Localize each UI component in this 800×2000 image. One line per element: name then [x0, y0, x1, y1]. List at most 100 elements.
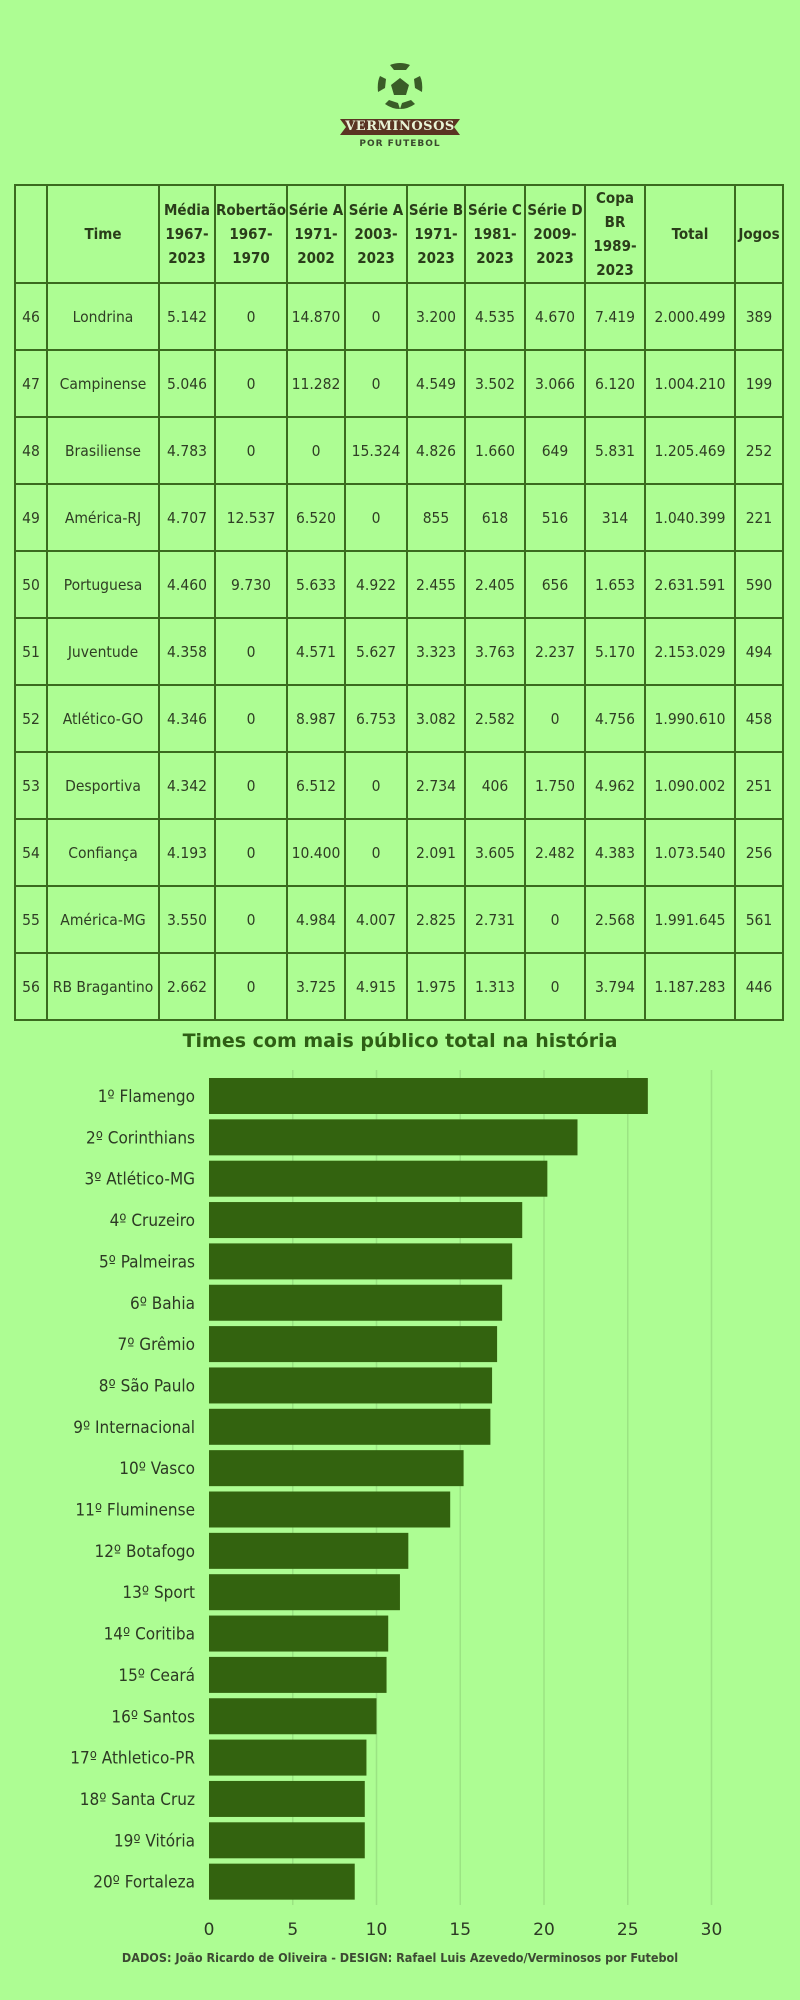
value-cell: 9.730	[214, 550, 288, 619]
column-header-line: 1967-	[229, 225, 273, 243]
team-cell: Confiança	[46, 818, 160, 887]
value-cell: 649	[524, 416, 586, 485]
bar	[209, 1656, 387, 1693]
bar	[209, 1615, 389, 1652]
value-cell: 4.984	[286, 885, 346, 954]
value-cell: 1.660	[464, 416, 526, 485]
value-cell: 314	[584, 483, 646, 552]
column-header-line: 2023	[476, 249, 514, 267]
value-cell: 3.502	[464, 349, 526, 418]
category-label: 1º Flamengo	[98, 1087, 195, 1107]
value-cell: 0	[214, 282, 288, 351]
column-header-line: Média	[164, 201, 210, 219]
column-header-line: 2023	[357, 249, 395, 267]
value-cell: 3.200	[406, 282, 466, 351]
category-label: 11º Fluminense	[75, 1501, 195, 1521]
value-cell: 0	[524, 684, 586, 753]
column-header: Copa BR 1989- 2023	[584, 184, 646, 284]
value-cell: 0	[214, 885, 288, 954]
category-label: 8º São Paulo	[99, 1376, 195, 1396]
chart-title: Times com mais público total na história	[182, 1030, 618, 1052]
value-cell: 256	[734, 818, 784, 887]
category-label: 17º Athletico-PR	[70, 1749, 195, 1769]
column-header-line: 2002	[297, 249, 335, 267]
value-cell: 4.358	[158, 617, 216, 686]
column-header: Série A 2003- 2023	[344, 184, 408, 284]
bar	[209, 1119, 578, 1156]
table-header-row: Time Média 1967- 2023 Robertão 1967- 1970 Série…	[14, 184, 784, 284]
table-row: 50 Portuguesa 4.460 9.730 5.633 4.922 2.455 2.4…	[14, 550, 784, 619]
value-cell: 656	[524, 550, 586, 619]
x-tick-label: 10	[366, 1920, 388, 1940]
value-cell: 1.073.540	[644, 818, 736, 887]
value-cell: 1.205.469	[644, 416, 736, 485]
value-cell: 590	[734, 550, 784, 619]
value-cell: 2.568	[584, 885, 646, 954]
category-label: 16º Santos	[111, 1707, 195, 1727]
value-cell: 1.991.645	[644, 885, 736, 954]
x-tick-label: 0	[204, 1920, 215, 1940]
value-cell: 2.000.499	[644, 282, 736, 351]
value-cell: 2.482	[524, 818, 586, 887]
team-cell: América-RJ	[46, 483, 160, 552]
table-row: 49 América-RJ 4.707 12.537 6.520 0 855 618 516 31…	[14, 483, 784, 552]
value-cell: 0	[214, 818, 288, 887]
value-cell: 446	[734, 952, 784, 1021]
value-cell: 3.323	[406, 617, 466, 686]
value-cell: 2.734	[406, 751, 466, 820]
bar	[209, 1202, 523, 1239]
team-cell: Desportiva	[46, 751, 160, 820]
team-cell: Campinense	[46, 349, 160, 418]
column-header	[14, 184, 48, 284]
value-cell: 3.066	[524, 349, 586, 418]
bar	[209, 1822, 365, 1859]
value-cell: 1.004.210	[644, 349, 736, 418]
value-cell: 6.120	[584, 349, 646, 418]
value-cell: 1.313	[464, 952, 526, 1021]
bar	[209, 1491, 451, 1528]
column-header: Jogos	[734, 184, 784, 284]
bar	[209, 1160, 548, 1197]
value-cell: 3.605	[464, 818, 526, 887]
column-header-line: 2023	[168, 249, 206, 267]
value-cell: 4.460	[158, 550, 216, 619]
value-cell: 561	[734, 885, 784, 954]
table-row: 52 Atlético-GO 4.346 0 8.987 6.753 3.082 2.582 0…	[14, 684, 784, 753]
column-header-line: 2023	[536, 249, 574, 267]
column-header: Total	[644, 184, 736, 284]
column-header: Média 1967- 2023	[158, 184, 216, 284]
value-cell: 4.922	[344, 550, 408, 619]
bar-chart: 1º Flamengo 2º Corinthians 3º Atlético-MG 4…	[70, 1070, 722, 1940]
category-label: 18º Santa Cruz	[80, 1790, 195, 1810]
category-label: 2º Corinthians	[86, 1128, 195, 1148]
column-header-line: 1989-	[593, 237, 637, 255]
column-header-line: 1971-	[294, 225, 338, 243]
bar	[209, 1408, 491, 1445]
value-cell: 14.870	[286, 282, 346, 351]
value-cell: 2.631.591	[644, 550, 736, 619]
column-header: Série B 1971- 2023	[406, 184, 466, 284]
value-cell: 6.512	[286, 751, 346, 820]
x-tick-label: 20	[533, 1920, 555, 1940]
stats-table: Time Média 1967- 2023 Robertão 1967- 1970 Série…	[14, 184, 784, 1021]
category-label: 9º Internacional	[73, 1418, 195, 1438]
team-cell: RB Bragantino	[46, 952, 160, 1021]
value-cell: 2.153.029	[644, 617, 736, 686]
rank-cell: 50	[14, 550, 48, 619]
value-cell: 5.142	[158, 282, 216, 351]
value-cell: 4.007	[344, 885, 408, 954]
value-cell: 0	[214, 684, 288, 753]
value-cell: 221	[734, 483, 784, 552]
value-cell: 2.237	[524, 617, 586, 686]
x-tick-label: 5	[287, 1920, 298, 1940]
value-cell: 4.962	[584, 751, 646, 820]
category-label: 19º Vitória	[114, 1831, 195, 1851]
value-cell: 1.090.002	[644, 751, 736, 820]
value-cell: 406	[464, 751, 526, 820]
value-cell: 5.831	[584, 416, 646, 485]
value-cell: 0	[524, 885, 586, 954]
bar	[209, 1863, 355, 1900]
value-cell: 1.990.610	[644, 684, 736, 753]
value-cell: 3.550	[158, 885, 216, 954]
bar	[209, 1326, 498, 1363]
